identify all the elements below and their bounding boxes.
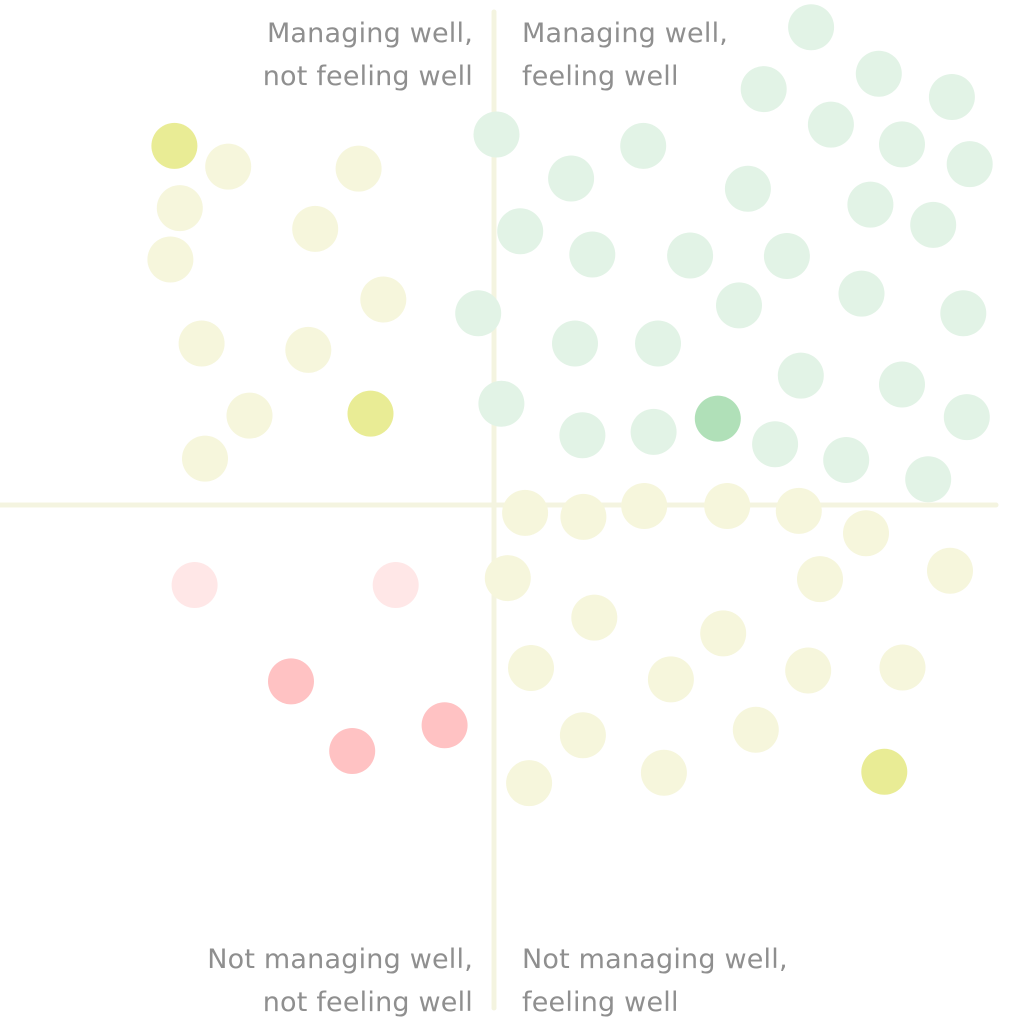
quadrant-label-line: Managing well, — [266, 18, 473, 49]
scatter-point — [372, 562, 419, 608]
quadrant-label-line: Managing well, — [522, 18, 729, 49]
scatter-point — [484, 555, 531, 602]
scatter-point — [855, 50, 902, 97]
scatter-point — [630, 408, 677, 455]
scatter-point — [724, 165, 771, 212]
scatter-point — [421, 702, 468, 749]
quadrant-label-line: Not managing well, — [207, 944, 473, 975]
scatter-point — [548, 155, 595, 202]
scatter-point — [700, 610, 747, 657]
scatter-point — [785, 647, 832, 694]
scatter-point — [335, 145, 382, 192]
scatter-point — [478, 380, 525, 427]
scatter-point — [621, 483, 668, 529]
scatter-point — [732, 706, 779, 753]
quadrant-label-line: not feeling well — [262, 987, 473, 1018]
scatter-point — [292, 205, 339, 252]
scatter-point — [151, 122, 198, 169]
scatter-point — [640, 749, 687, 796]
scatter-point — [347, 390, 394, 437]
quadrant-label-bottom-left: Not managing well, not feeling well — [120, 938, 473, 1024]
scatter-point — [740, 66, 787, 113]
scatter-point — [946, 141, 993, 188]
scatter-point — [928, 74, 975, 120]
axes-group — [0, 9, 999, 1011]
scatter-point — [147, 236, 194, 283]
scatter-point — [927, 547, 973, 594]
scatter-point — [268, 658, 314, 705]
scatter-point — [285, 326, 332, 373]
quadrant-label-line: feeling well — [522, 987, 679, 1018]
scatter-point — [329, 728, 376, 774]
scatter-point — [502, 489, 549, 536]
scatter-point — [360, 276, 407, 323]
scatter-point — [861, 748, 908, 795]
scatter-point — [178, 320, 225, 367]
scatter-point — [807, 101, 854, 148]
scatter-point — [497, 208, 544, 255]
scatter-point — [205, 143, 252, 190]
scatter-point — [635, 320, 681, 367]
scatter-point — [455, 290, 502, 337]
scatter-point — [910, 201, 957, 248]
scatter-point — [156, 185, 203, 232]
scatter-point — [560, 493, 607, 540]
quadrant-label-line: feeling well — [522, 61, 679, 92]
scatter-point — [508, 645, 554, 691]
scatter-point — [559, 712, 606, 759]
scatter-point — [171, 562, 218, 608]
scatter-point — [940, 290, 987, 337]
scatter-point — [704, 483, 751, 529]
scatter-point — [943, 394, 990, 441]
scatter-point — [788, 4, 835, 51]
scatter-point — [620, 122, 667, 169]
scatter-point — [879, 361, 925, 408]
scatter-point — [473, 111, 520, 158]
quadrant-label-line: Not managing well, — [522, 944, 788, 975]
scatter-point — [797, 556, 843, 603]
scatter-point — [763, 233, 810, 279]
scatter-point — [879, 644, 926, 691]
quadrant-label-top-right: Managing well, feeling well — [522, 12, 852, 98]
quadrant-label-top-left: Managing well, not feeling well — [200, 12, 473, 98]
scatter-point — [226, 392, 273, 439]
scatter-point — [694, 395, 741, 442]
scatter-point — [716, 282, 762, 329]
scatter-point — [775, 487, 822, 534]
scatter-point — [838, 270, 885, 317]
scatter-point — [667, 232, 714, 279]
scatter-point — [182, 435, 228, 482]
scatter-point — [879, 121, 925, 168]
scatter-point — [752, 421, 799, 468]
scatter-point — [559, 412, 606, 459]
scatter-point — [571, 594, 618, 641]
scatter-point — [843, 510, 889, 557]
quadrant-label-bottom-right: Not managing well, feeling well — [522, 938, 852, 1024]
scatter-point — [823, 437, 870, 483]
scatter-point — [847, 181, 894, 228]
scatter-point — [569, 231, 616, 278]
scatter-point — [905, 456, 952, 503]
scatter-point — [647, 656, 694, 703]
scatter-point — [552, 320, 598, 367]
scatter-point — [777, 352, 824, 399]
quadrant-label-line: not feeling well — [262, 61, 473, 92]
data-points-group — [147, 4, 993, 807]
scatter-point — [506, 760, 553, 807]
